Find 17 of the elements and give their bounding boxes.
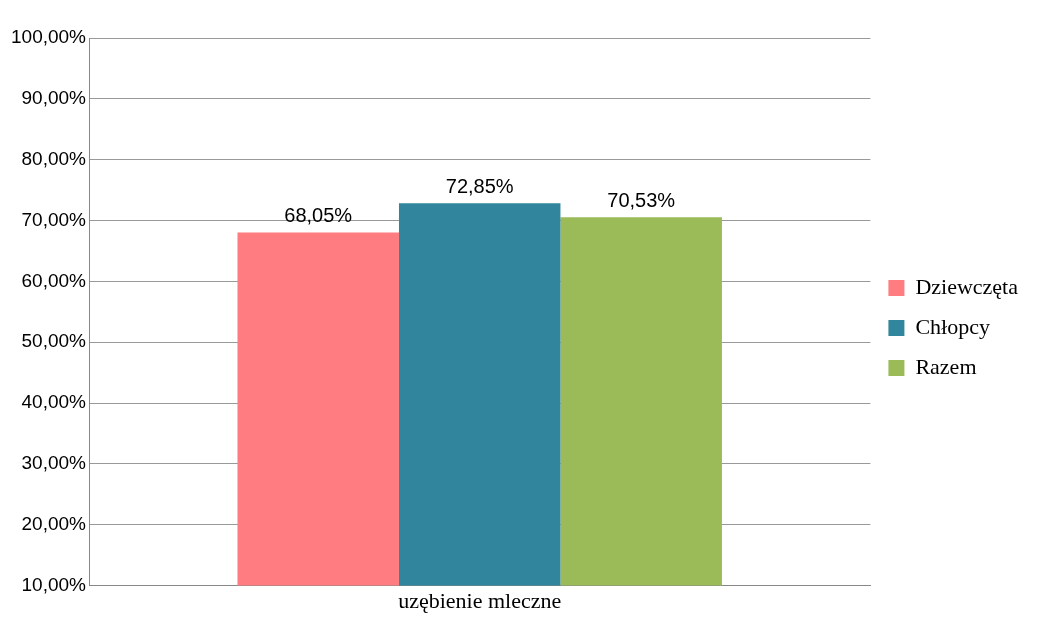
x-tick-label: uzębienie mleczne xyxy=(398,587,562,613)
data-label: 70,53% xyxy=(607,188,676,211)
y-tick-label: 70,00% xyxy=(21,208,87,230)
y-tick-label: 60,00% xyxy=(21,269,87,291)
y-tick-label: 80,00% xyxy=(21,147,87,169)
y-tick-label: 100,00% xyxy=(10,26,87,48)
y-tick-label: 20,00% xyxy=(21,512,87,534)
data-label: 72,85% xyxy=(445,174,514,197)
y-tick-label: 10,00% xyxy=(21,573,87,595)
y-tick-label: 30,00% xyxy=(21,452,87,474)
y-tick-label: 50,00% xyxy=(21,330,87,352)
legend-label: Razem xyxy=(915,353,977,379)
legend-label: Chłopcy xyxy=(915,313,990,339)
legend-label: Dziewczęta xyxy=(915,273,1019,299)
data-label: 68,05% xyxy=(284,203,353,226)
y-tick-label: 90,00% xyxy=(21,87,87,109)
y-tick-label: 40,00% xyxy=(21,391,87,413)
